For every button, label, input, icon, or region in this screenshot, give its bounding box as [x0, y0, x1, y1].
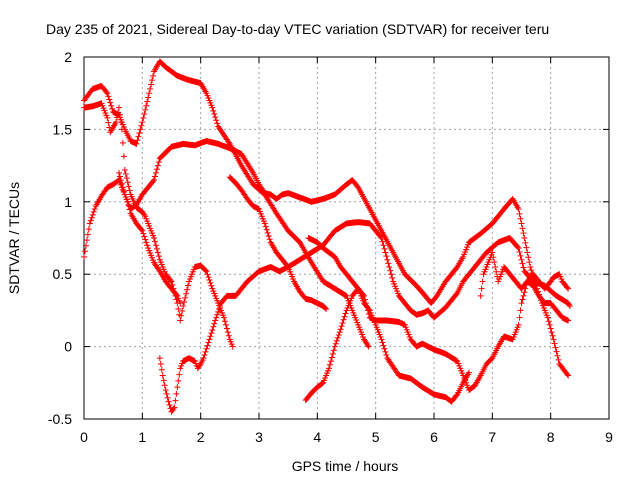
series-track-4 — [116, 169, 184, 307]
y-tick-label: 1.5 — [53, 121, 73, 137]
series-track-5 — [156, 219, 573, 415]
x-tick-label: 9 — [605, 429, 613, 445]
x-tick-label: 5 — [372, 429, 380, 445]
axes: 0 1 2 3 4 5 6 7 8 9 -0.5 0 0.5 1 1.5 2 — [48, 49, 613, 445]
series-track-8 — [305, 235, 472, 405]
y-tick-label: 0 — [64, 339, 72, 355]
series-track-2 — [81, 100, 236, 350]
series-markers — [226, 174, 330, 312]
data-marks — [81, 58, 573, 415]
series-markers — [81, 137, 572, 379]
chart-title: Day 235 of 2021, Sidereal Day-to-day VTE… — [46, 21, 549, 37]
x-tick-label: 1 — [138, 429, 146, 445]
grid — [84, 57, 609, 419]
series-markers — [116, 169, 184, 307]
series-track-9 — [477, 249, 572, 324]
y-tick-label: 0.5 — [53, 266, 73, 282]
x-tick-label: 2 — [197, 429, 205, 445]
y-tick-label: -0.5 — [48, 411, 72, 427]
y-tick-label: 2 — [64, 49, 72, 65]
series-markers — [81, 100, 236, 350]
x-tick-label: 3 — [255, 429, 263, 445]
plot-frame — [83, 56, 610, 420]
series-track-6 — [226, 174, 330, 312]
series-track-3 — [81, 137, 572, 379]
series-markers — [477, 249, 572, 324]
x-tick-label: 8 — [547, 429, 555, 445]
y-axis-label: SDTVAR / TECUs — [6, 182, 22, 294]
x-tick-label: 4 — [313, 429, 321, 445]
series-markers — [305, 235, 472, 405]
series-markers — [156, 219, 573, 415]
x-tick-label: 6 — [430, 429, 438, 445]
x-axis-label: GPS time / hours — [292, 458, 399, 474]
x-tick-label: 0 — [80, 429, 88, 445]
y-tick-label: 1 — [64, 194, 72, 210]
x-tick-label: 7 — [488, 429, 496, 445]
